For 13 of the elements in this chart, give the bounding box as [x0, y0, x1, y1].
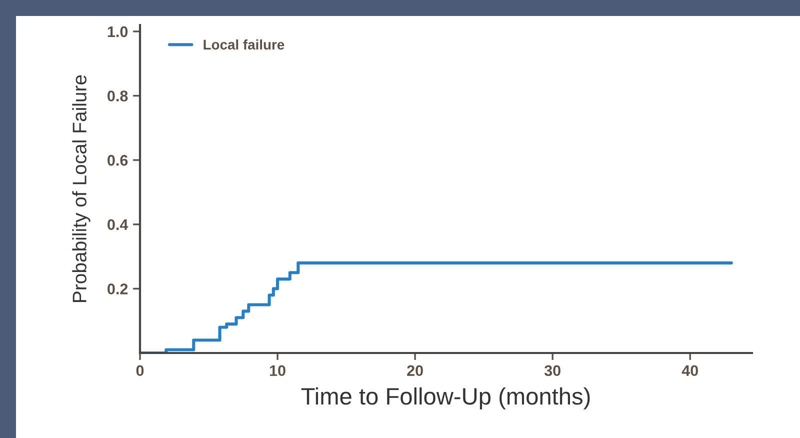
y-tick-label: 0.6 — [108, 154, 128, 166]
y-tick-label: 0.8 — [108, 90, 128, 102]
x-tick-label: 10 — [270, 365, 286, 376]
legend-label: Local failure — [204, 39, 284, 50]
x-tick-label: 30 — [544, 365, 560, 376]
y-tick-label: 1.0 — [108, 26, 128, 38]
x-tick-label: 40 — [682, 365, 698, 376]
y-tick-label: 0.4 — [108, 219, 128, 230]
y-tick-label: 0.2 — [108, 284, 128, 294]
x-axis-title: Time to Follow-Up (months) — [301, 387, 590, 410]
x-tick-label: 20 — [407, 365, 423, 376]
x-tick-label: 0 — [136, 365, 144, 376]
y-axis-title: Probability of Local Failure — [72, 75, 90, 302]
